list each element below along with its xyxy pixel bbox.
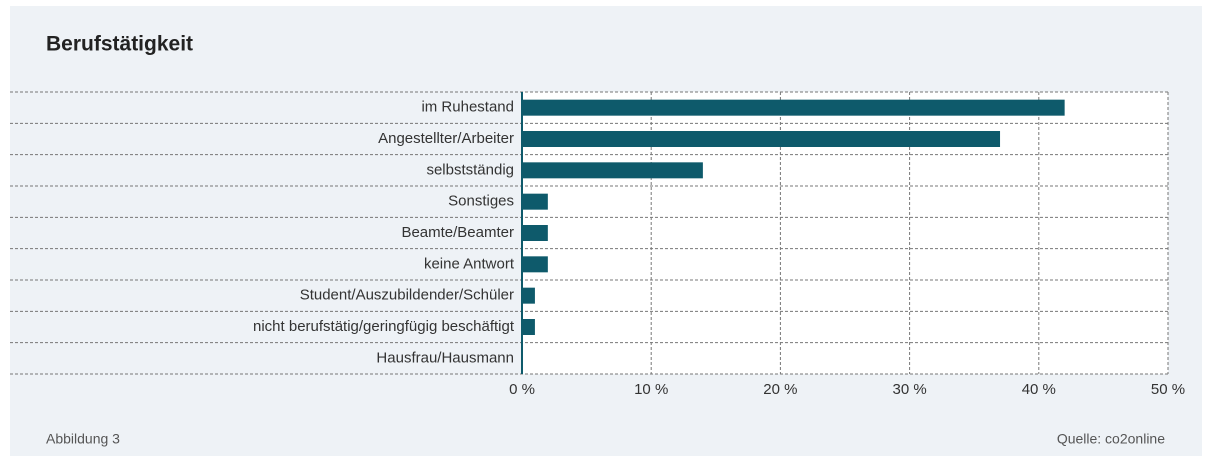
bar	[522, 319, 535, 335]
bar	[522, 131, 1001, 147]
y-tick-label: Angestellter/Arbeiter	[378, 130, 514, 147]
bar	[522, 225, 548, 241]
x-tick-label: 10 %	[634, 381, 668, 398]
bar	[522, 287, 535, 304]
y-tick-label: Beamte/Beamter	[401, 224, 514, 241]
x-tick-label: 30 %	[892, 381, 926, 398]
y-tick-label: keine Antwort	[424, 255, 515, 272]
x-tick-label: 50 %	[1151, 381, 1185, 398]
y-tick-label: nicht berufstätig/geringfügig beschäftig…	[253, 318, 515, 335]
bar	[522, 256, 548, 273]
x-tick-label: 20 %	[763, 381, 797, 398]
y-tick-label: Student/Auszubildender/Schüler	[300, 287, 514, 304]
bar	[522, 162, 703, 179]
chart-title: Berufstätigkeit	[46, 33, 193, 56]
x-tick-label: 0 %	[509, 381, 535, 398]
y-tick-label: im Ruhestand	[421, 99, 514, 116]
y-tick-label: selbstständig	[426, 161, 514, 178]
bar	[522, 99, 1065, 116]
bar	[522, 193, 548, 210]
x-tick-label: 40 %	[1022, 381, 1056, 398]
y-tick-label: Sonstiges	[448, 193, 514, 210]
figure-label: Abbildung 3	[46, 431, 120, 447]
y-tick-label: Hausfrau/Hausmann	[376, 349, 514, 366]
source: Quelle: co2online	[1057, 431, 1165, 447]
